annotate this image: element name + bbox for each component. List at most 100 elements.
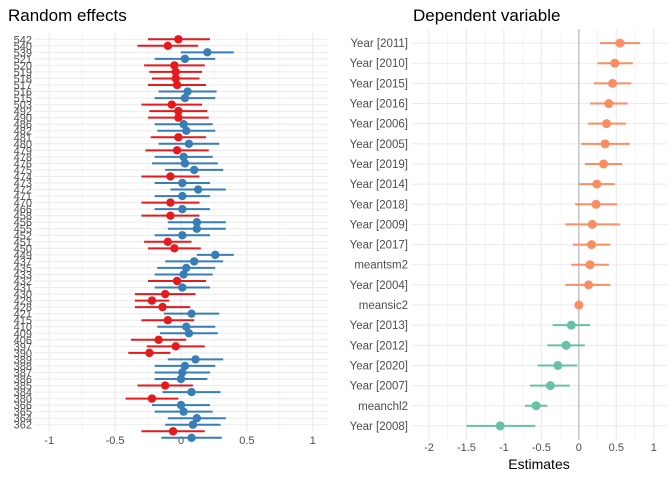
dependent-variable-x-tick-label: -2 [424,442,434,454]
random-effects-point [147,296,157,305]
dependent-variable-y-tick-label: Year [2019] [350,159,408,171]
dependent-variable-y-tick-label: meansic2 [359,300,408,312]
random-effects-y-tick-label: 385 [14,381,32,393]
random-effects-point [170,244,179,253]
random-effects-point [178,368,187,377]
random-effects-y-tick-label: 428 [14,302,32,314]
dependent-variable-point [591,199,601,209]
random-effects-point [184,139,194,148]
random-effects-point [203,48,212,57]
dependent-variable-point [531,401,541,411]
random-effects-y-tick-label: 389 [14,354,32,366]
dependent-variable-point [599,159,609,169]
random-effects-y-tick-labels: 5425405395215205195185175165155034924904… [14,34,32,431]
random-effects-point [189,257,199,266]
random-effects-y-tick-label: 473 [14,178,32,190]
random-effects-y-tick-label: 435 [14,263,32,275]
dependent-variable-point [604,99,614,109]
random-effects-y-tick-label: 476 [14,158,32,170]
dependent-variable-x-tick-label: -0.5 [532,442,551,454]
random-effects-y-tick-label: 472 [14,185,32,197]
random-effects-point [171,67,180,77]
dependent-variable-point [566,320,576,330]
random-effects-x-tick-label: 1 [310,435,316,447]
random-effects-y-tick-label: 421 [14,309,32,321]
dependent-variable-title: Dependent variable [413,6,560,25]
random-effects-point [171,342,180,351]
dependent-variable-y-tick-labels: Year [2011] Year [2010] Year [2015] Year [2… [350,38,408,433]
dependent-variable-y-tick-label: Year [2006] [350,119,408,131]
random-effects-point [193,185,203,194]
dependent-variable-x-axis-title: Estimates [508,456,569,472]
random-effects-point [192,224,202,233]
random-effects-y-tick-label: 437 [14,256,32,268]
dependent-variable-grid [412,29,667,440]
dependent-variable-point [545,381,555,391]
dependent-variable-point [585,260,595,270]
random-effects-point [176,400,186,410]
random-effects-y-tick-label: 486 [14,119,32,131]
random-effects-point [191,355,200,364]
random-effects-y-tick-label: 470 [14,198,32,210]
random-effects-point [178,283,187,292]
random-effects-y-tick-label: 542 [14,34,32,46]
dependent-variable-y-tick-label: Year [2020] [350,360,408,372]
random-effects-point [188,420,198,429]
random-effects-point [178,178,187,188]
random-effects-point [166,211,175,220]
random-effects-point [192,218,202,227]
dependent-variable-x-tick-labels: -2 -1.5 -1 -0.5 0 0.5 1 [424,442,657,454]
random-effects-point [147,394,157,403]
random-effects-point [168,427,178,436]
dependent-variable-y-tick-label: Year [2012] [350,340,408,352]
random-effects-point [174,35,183,44]
random-effects-point [172,146,182,155]
random-effects-y-tick-label: 520 [14,60,32,72]
random-effects-y-tick-label: 409 [14,328,32,340]
dependent-variable-point [592,179,602,189]
random-effects-y-tick-label: 430 [14,289,32,301]
dependent-variable-y-tick-label: Year [2005] [350,139,408,151]
random-effects-point [154,335,163,344]
random-effects-y-tick-label: 503 [14,100,32,112]
random-effects-point [179,120,188,129]
random-effects-point [174,113,183,122]
random-effects-y-tick-label: 518 [14,73,32,85]
random-effects-y-tick-label: 482 [14,126,32,138]
random-effects-point [174,133,183,142]
random-effects-y-tick-label: 362 [14,420,32,432]
random-effects-y-tick-label: 479 [14,145,32,157]
random-effects-marks [125,35,234,442]
random-effects-point [211,250,220,260]
dependent-variable-y-tick-label: Year [2014] [350,179,408,191]
dependent-variable-y-tick-label: Year [2009] [350,219,408,231]
random-effects-point [172,80,182,90]
random-effects-point [178,231,187,240]
random-effects-point [163,316,173,325]
dependent-variable-point [495,421,505,431]
random-effects-y-tick-label: 474 [14,171,32,183]
random-effects-y-tick-label: 456 [14,217,32,229]
random-effects-point [163,237,173,246]
dependent-variable-y-tick-label: Year [2007] [350,381,408,393]
random-effects-y-tick-label: 387 [14,367,32,379]
random-effects-point [183,87,192,96]
random-effects-point [174,106,183,116]
dependent-variable-x-tick-label: 0 [576,442,582,454]
dependent-variable-x-tick-label: 0.5 [609,442,624,454]
random-effects-y-tick-label: 539 [14,47,32,59]
random-effects-y-tick-label: 366 [14,400,32,412]
random-effects-y-tick-label: 388 [14,361,32,373]
random-effects-y-tick-label: 466 [14,204,32,216]
random-effects-x-tick-label: 0.5 [239,435,254,447]
random-effects-point [179,152,188,162]
random-effects-point [184,329,194,338]
random-effects-title: Random effects [8,6,127,25]
dependent-variable-point [602,119,612,129]
dependent-variable-y-tick-label: Year [2015] [350,78,408,90]
random-effects-point [170,61,179,70]
random-effects-y-tick-label: 432 [14,276,32,288]
random-effects-point [187,387,196,397]
